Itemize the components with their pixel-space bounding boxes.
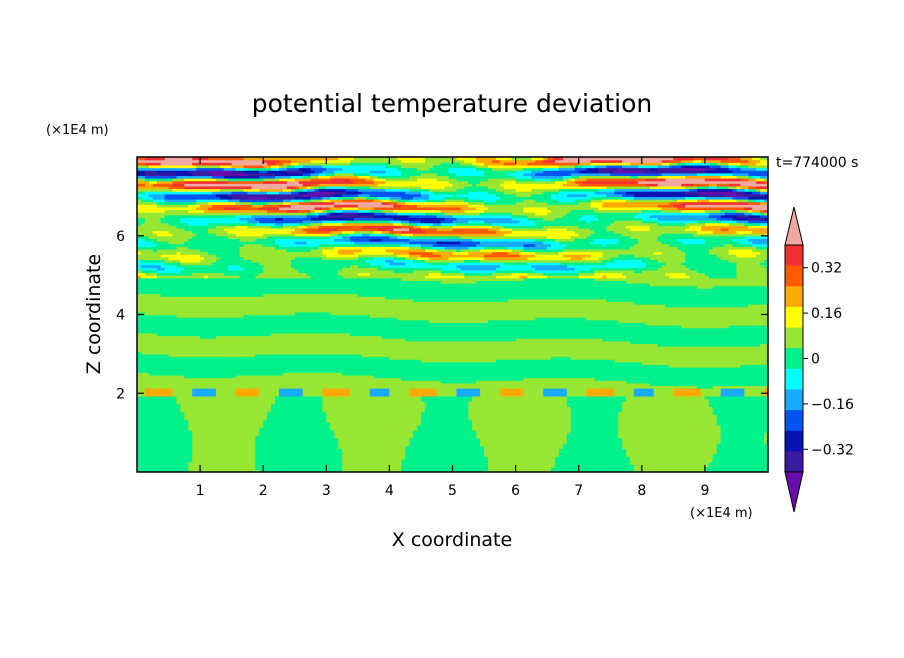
heatmap-field [137,157,769,473]
chart-title: potential temperature deviation [252,89,652,118]
time-label: t=774000 s [776,155,858,171]
z-unit-label: (×1E4 m) [46,123,109,138]
